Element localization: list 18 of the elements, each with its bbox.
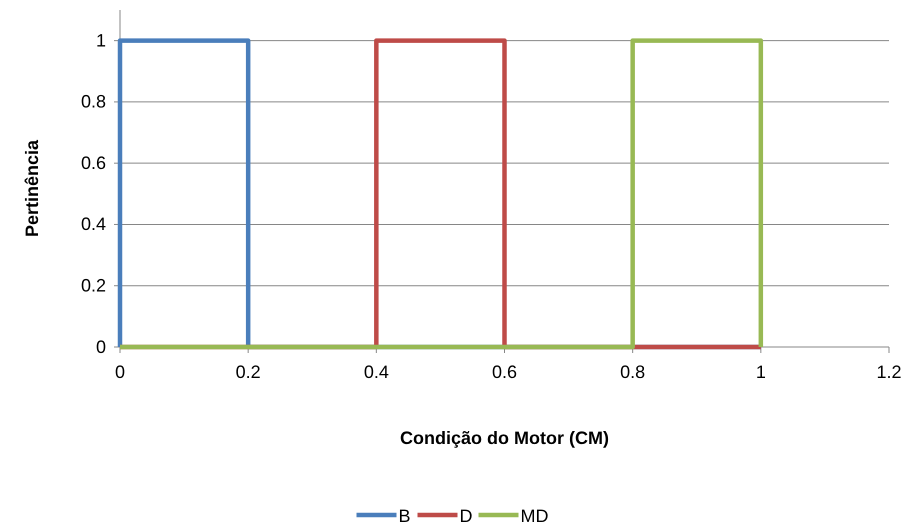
x-axis-title: Condição do Motor (CM) [400, 428, 609, 448]
x-tick-label: 1 [756, 362, 766, 382]
y-tick-label: 1 [96, 30, 106, 50]
y-axis-title: Pertinência [22, 138, 42, 238]
y-tick-label: 0.8 [80, 92, 106, 112]
x-tick-label: 0.8 [620, 362, 646, 382]
x-tick-label: 0.2 [236, 362, 261, 382]
x-tick-label: 0.6 [492, 362, 518, 382]
legend-label: MD [520, 506, 548, 526]
y-tick-label: 0 [96, 336, 106, 357]
y-tick-label: 0.2 [80, 275, 106, 296]
x-tick-label: 0 [114, 362, 126, 382]
x-tick-label: 0.4 [364, 362, 389, 382]
legend-label: B [398, 506, 411, 526]
x-tick-label: 1.2 [876, 362, 902, 382]
y-tick-label: 0.4 [80, 214, 106, 234]
legend-label: D [460, 506, 472, 526]
y-tick-label: 0.6 [80, 152, 106, 173]
